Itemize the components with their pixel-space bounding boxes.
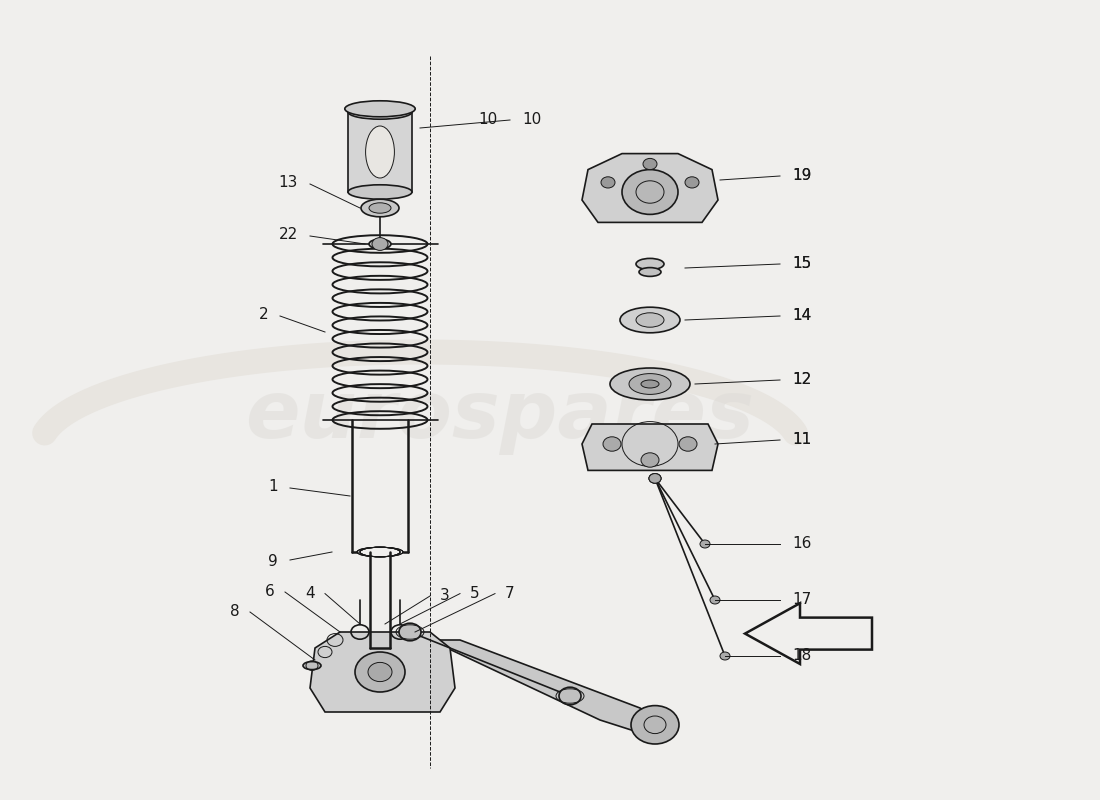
- Text: 6: 6: [265, 585, 275, 599]
- Text: 16: 16: [792, 537, 812, 551]
- Circle shape: [710, 596, 720, 604]
- Ellipse shape: [365, 126, 395, 178]
- Circle shape: [621, 170, 678, 214]
- Text: eurospares: eurospares: [245, 377, 755, 455]
- Text: 18: 18: [792, 649, 812, 663]
- Ellipse shape: [629, 374, 671, 394]
- Circle shape: [631, 706, 679, 744]
- Circle shape: [641, 453, 659, 467]
- Text: 3: 3: [440, 589, 450, 603]
- Text: 2: 2: [258, 307, 268, 322]
- Text: 10: 10: [522, 113, 541, 127]
- Ellipse shape: [348, 185, 412, 199]
- Text: 7: 7: [505, 586, 515, 601]
- Circle shape: [355, 652, 405, 692]
- Text: 9: 9: [268, 554, 278, 569]
- Polygon shape: [310, 632, 455, 712]
- Text: 15: 15: [792, 257, 812, 271]
- Circle shape: [603, 437, 622, 451]
- Bar: [348, 112, 412, 192]
- Ellipse shape: [636, 313, 664, 327]
- Polygon shape: [430, 640, 660, 736]
- Text: 14: 14: [792, 309, 812, 323]
- Text: 19: 19: [792, 169, 812, 183]
- Text: 4: 4: [306, 586, 315, 601]
- Circle shape: [399, 623, 421, 641]
- Circle shape: [685, 177, 698, 188]
- Polygon shape: [582, 424, 718, 470]
- Text: 11: 11: [792, 433, 812, 447]
- Circle shape: [559, 687, 581, 705]
- Circle shape: [649, 474, 661, 483]
- Circle shape: [720, 652, 730, 660]
- Circle shape: [649, 474, 661, 483]
- Text: 10: 10: [478, 113, 498, 127]
- Ellipse shape: [361, 199, 399, 217]
- Circle shape: [679, 437, 697, 451]
- Ellipse shape: [348, 105, 412, 119]
- Ellipse shape: [368, 202, 390, 214]
- Circle shape: [601, 177, 615, 188]
- Text: 11: 11: [792, 433, 812, 447]
- Text: 5: 5: [470, 586, 480, 601]
- Text: 12: 12: [792, 373, 812, 387]
- Circle shape: [649, 474, 661, 483]
- Ellipse shape: [620, 307, 680, 333]
- Text: 12: 12: [792, 373, 812, 387]
- Text: 22: 22: [278, 227, 298, 242]
- Text: 19: 19: [792, 169, 812, 183]
- Circle shape: [700, 540, 710, 548]
- Ellipse shape: [641, 380, 659, 388]
- Ellipse shape: [639, 267, 661, 276]
- Text: 13: 13: [278, 175, 298, 190]
- Text: 1: 1: [268, 479, 278, 494]
- Text: 14: 14: [792, 309, 812, 323]
- Circle shape: [644, 158, 657, 170]
- Ellipse shape: [368, 239, 390, 249]
- Text: 15: 15: [792, 257, 812, 271]
- Ellipse shape: [636, 258, 664, 270]
- Circle shape: [368, 662, 392, 682]
- Ellipse shape: [302, 662, 321, 670]
- Text: 8: 8: [230, 605, 240, 619]
- Ellipse shape: [344, 101, 415, 117]
- Text: 17: 17: [792, 593, 812, 607]
- Polygon shape: [582, 154, 718, 222]
- Circle shape: [372, 238, 388, 250]
- Ellipse shape: [610, 368, 690, 400]
